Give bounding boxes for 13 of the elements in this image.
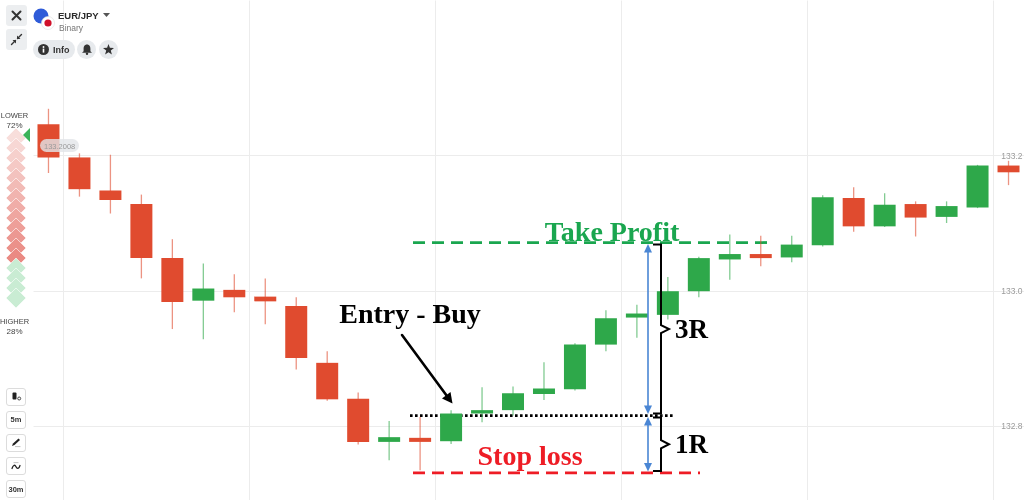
y-tick-label: 132.8 [1001,421,1023,432]
text: EUR/JPY [58,10,99,21]
ref-line-label: Stop loss [477,439,583,471]
ref-line-label: Entry - Buy [339,297,481,329]
text: 28% [6,327,23,336]
annotation: 3R [675,314,709,345]
y-tick-label: 133.0 [1001,286,1023,297]
text: 72% [6,121,23,130]
annotation: Info [53,45,70,55]
ref-line-label: Take Profit [544,215,680,247]
text: Binary [59,23,84,33]
y-tick-label: 133.2 [1001,150,1023,161]
annotation: 1R [675,429,709,460]
